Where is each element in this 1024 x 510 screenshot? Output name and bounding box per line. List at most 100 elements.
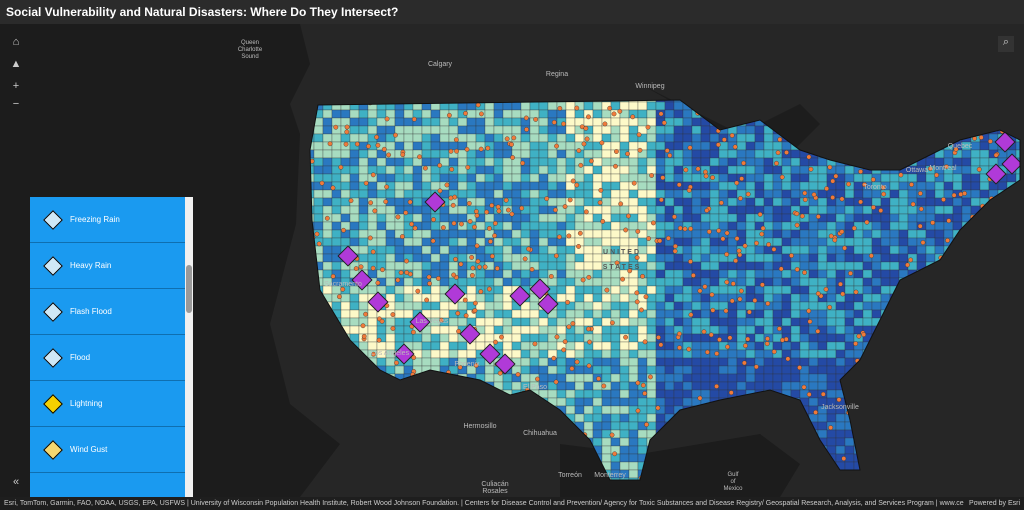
county: [709, 165, 720, 175]
county: [709, 245, 720, 255]
county: [484, 317, 495, 327]
event-dot: [667, 153, 673, 158]
county: [349, 325, 360, 335]
county: [601, 333, 612, 343]
county: [835, 213, 846, 223]
county: [448, 317, 459, 327]
county: [934, 189, 945, 199]
zoom-out-button[interactable]: −: [12, 98, 20, 110]
event-dot: [646, 236, 652, 241]
event-dot: [466, 200, 472, 206]
county: [502, 261, 513, 271]
county: [664, 221, 675, 231]
event-dot: [864, 219, 870, 225]
county: [754, 349, 765, 359]
event-dot: [557, 234, 562, 240]
county: [664, 325, 675, 335]
event-dot: [456, 328, 461, 334]
county: [511, 325, 522, 335]
county: [772, 365, 783, 375]
county: [520, 269, 531, 279]
county: [646, 253, 657, 263]
zoom-in-button[interactable]: +: [12, 80, 20, 92]
county: [664, 173, 675, 183]
county: [619, 365, 630, 375]
event-dot: [412, 225, 418, 231]
county: [646, 333, 657, 343]
county: [403, 277, 414, 287]
county: [700, 357, 711, 367]
county: [583, 381, 594, 391]
county: [412, 253, 423, 263]
county: [718, 165, 729, 175]
event-dot: [503, 197, 509, 203]
legend-icon: [43, 439, 63, 460]
compass-button[interactable]: ▲: [10, 58, 22, 70]
event-dot: [706, 229, 712, 235]
county: [655, 325, 666, 335]
county: [556, 181, 567, 191]
county: [880, 285, 891, 295]
home-button[interactable]: ⌂: [12, 36, 20, 48]
county: [565, 149, 576, 159]
county: [754, 253, 765, 263]
search-button[interactable]: ⌕: [998, 36, 1014, 52]
county: [862, 245, 873, 255]
event-dot: [431, 217, 436, 223]
county: [439, 261, 450, 271]
legend-icon: [43, 301, 63, 322]
county: [322, 237, 333, 247]
county: [763, 293, 774, 303]
county: [646, 293, 657, 303]
county: [592, 109, 603, 119]
county: [385, 205, 396, 215]
map-label: Phoenix: [454, 361, 480, 368]
event-dot: [927, 166, 933, 172]
attribution-bar: Esri, TomTom, Garmin, FAO, NOAA, USGS, E…: [0, 497, 1024, 510]
scroll-thumb[interactable]: [186, 265, 192, 313]
county: [817, 365, 828, 375]
county: [547, 389, 558, 399]
county: [394, 157, 405, 167]
county: [673, 205, 684, 215]
county: [889, 189, 900, 199]
county: [421, 333, 432, 343]
county: [664, 245, 675, 255]
event-dot: [833, 173, 839, 179]
county: [664, 125, 675, 135]
county: [502, 269, 513, 279]
county: [799, 293, 810, 303]
event-dot: [492, 220, 498, 226]
county: [808, 277, 819, 287]
county: [583, 189, 594, 199]
event-dot: [630, 114, 636, 120]
event-dot: [437, 163, 443, 168]
county: [493, 125, 504, 135]
scrollbar[interactable]: [185, 197, 193, 497]
county: [853, 189, 864, 199]
county: [916, 253, 927, 263]
county: [511, 381, 522, 391]
event-dot: [640, 382, 646, 388]
county: [349, 229, 360, 239]
county: [916, 181, 927, 191]
county: [358, 237, 369, 247]
collapse-button[interactable]: «: [12, 476, 20, 488]
county: [799, 349, 810, 359]
county: [646, 149, 657, 159]
county: [547, 181, 558, 191]
county: [601, 349, 612, 359]
county: [475, 165, 486, 175]
county: [439, 341, 450, 351]
county: [799, 245, 810, 255]
event-dot: [714, 351, 720, 357]
county: [664, 253, 675, 263]
event-dot: [519, 205, 525, 211]
event-dot: [371, 351, 376, 357]
event-dot: [523, 115, 529, 121]
county: [583, 373, 594, 383]
county: [781, 301, 792, 311]
county: [808, 381, 819, 391]
county: [403, 293, 414, 303]
